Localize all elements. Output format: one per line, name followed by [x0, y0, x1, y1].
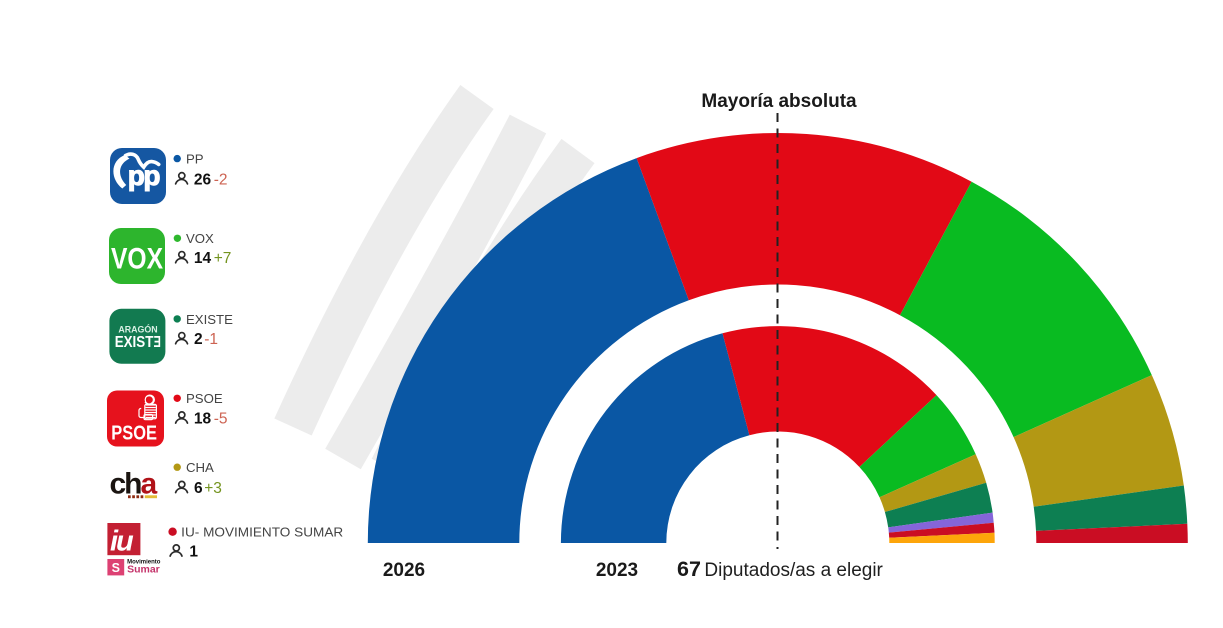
svg-text:Sumar: Sumar [127, 564, 160, 576]
svg-text:-1: -1 [204, 331, 218, 348]
svg-text:6: 6 [194, 480, 203, 497]
svg-text:iu: iu [110, 526, 134, 558]
svg-text:18: 18 [194, 411, 212, 428]
svg-text:IU- MOVIMIENTO SUMAR: IU- MOVIMIENTO SUMAR [181, 524, 343, 539]
svg-text:2023: 2023 [596, 560, 638, 581]
svg-text:1: 1 [189, 544, 198, 561]
svg-text:cha: cha [110, 468, 158, 501]
svg-text:PP: PP [186, 152, 204, 167]
svg-text:VOX: VOX [186, 231, 214, 246]
svg-text:EXISTE: EXISTE [186, 312, 233, 327]
svg-text:Diputados/as a elegir: Diputados/as a elegir [704, 560, 883, 581]
svg-text:ARAGÓN: ARAGÓN [118, 323, 157, 335]
svg-text:S: S [112, 561, 120, 575]
svg-text:Movimiento: Movimiento [127, 559, 161, 565]
svg-text:+7: +7 [214, 250, 232, 267]
svg-text:PSOE: PSOE [186, 391, 223, 406]
svg-text:67: 67 [677, 557, 701, 581]
svg-text:CHA: CHA [186, 460, 214, 475]
svg-text:PSOE: PSOE [111, 423, 157, 445]
svg-text:Mayoría absoluta: Mayoría absoluta [701, 91, 857, 112]
svg-text:E: E [154, 334, 161, 351]
svg-text:2026: 2026 [383, 560, 425, 581]
svg-text:-2: -2 [214, 171, 228, 188]
svg-text:+3: +3 [204, 480, 222, 497]
svg-text:14: 14 [194, 250, 212, 267]
svg-text:26: 26 [194, 171, 212, 188]
svg-text:2: 2 [194, 331, 203, 348]
svg-text:EXIST: EXIST [115, 334, 154, 351]
svg-text:-5: -5 [214, 411, 228, 428]
svg-text:VOX: VOX [111, 242, 163, 275]
